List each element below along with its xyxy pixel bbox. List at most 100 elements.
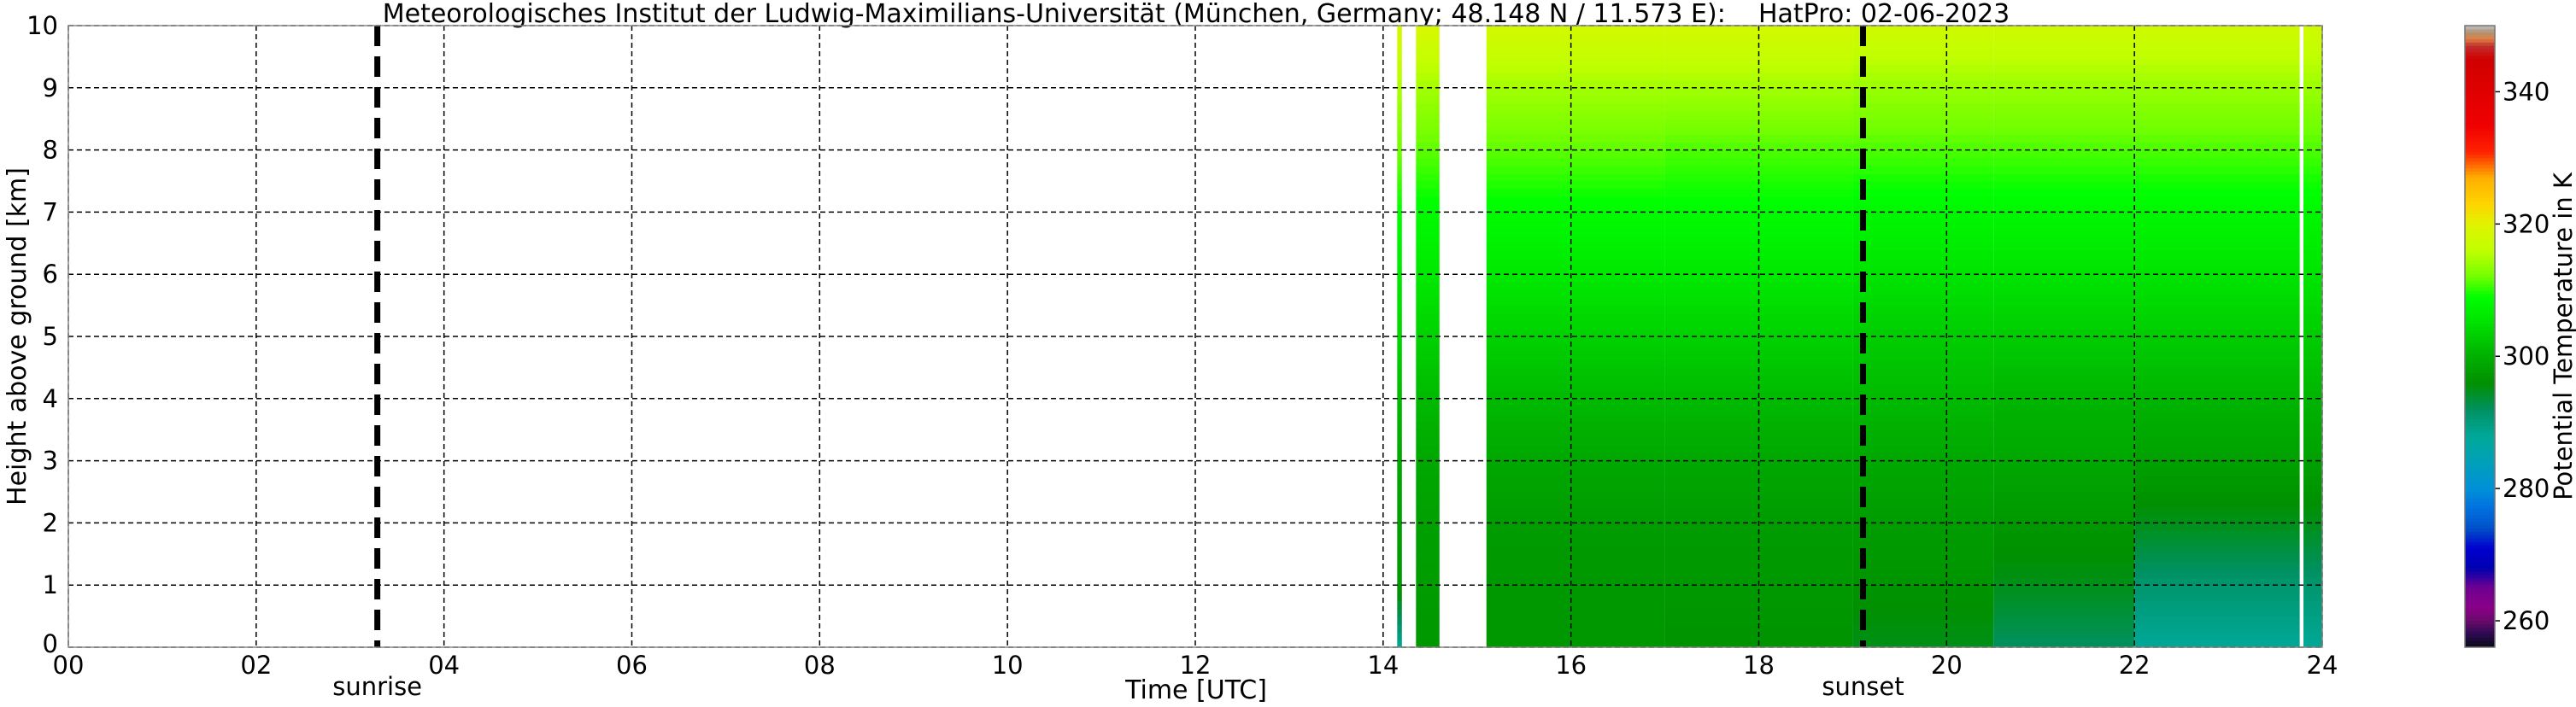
heatmap-cell: [1664, 507, 1853, 516]
colorbar-segment: [2465, 333, 2495, 337]
heatmap-cell: [1416, 41, 1440, 50]
colorbar-segment: [2465, 296, 2495, 301]
heatmap-cell: [1993, 196, 2135, 205]
heatmap-cell: [1993, 49, 2135, 57]
colorbar-segment: [2465, 435, 2495, 440]
heatmap-cell: [1486, 553, 1665, 563]
heatmap-cell: [1416, 429, 1440, 438]
heatmap-cell: [1416, 453, 1440, 462]
colorbar-segment: [2465, 121, 2495, 126]
heatmap-cell: [1993, 623, 2135, 633]
heatmap-cell: [1486, 383, 1665, 392]
heatmap-cell: [2134, 367, 2300, 377]
colorbar-segment: [2465, 577, 2495, 582]
heatmap-cell: [1397, 266, 1402, 275]
heatmap-cell: [2303, 352, 2322, 360]
heatmap-cell: [1416, 49, 1440, 57]
heatmap-cell: [2303, 530, 2322, 540]
colorbar-segment: [2465, 210, 2495, 215]
heatmap-cell: [1416, 639, 1440, 648]
y-tick-label: 1: [43, 570, 58, 599]
heatmap-cell: [2134, 600, 2300, 610]
heatmap-cell: [2303, 119, 2322, 127]
heatmap-cell: [1397, 134, 1402, 143]
heatmap-cell: [2303, 181, 2322, 190]
colorbar-segment: [2465, 85, 2495, 90]
heatmap-cell: [1486, 313, 1665, 322]
heatmap-cell: [2303, 33, 2322, 42]
y-tick-label: 3: [43, 447, 58, 476]
colorbar-tick-label: 280: [2503, 474, 2550, 503]
heatmap-cell: [1416, 313, 1440, 322]
heatmap-cell: [2303, 134, 2322, 143]
heatmap-cell: [1852, 375, 1994, 384]
heatmap-cell: [1993, 422, 2135, 430]
colorbar-segment: [2465, 406, 2495, 410]
heatmap-cell: [1852, 500, 1994, 508]
colorbar-segment: [2465, 237, 2495, 242]
heatmap-cell: [1416, 375, 1440, 384]
colorbar-tick-labels: 260 280 300 320 340: [2503, 77, 2550, 635]
heatmap-cell: [1993, 616, 2135, 625]
heatmap-cell: [1416, 305, 1440, 314]
heatmap-cell: [2303, 344, 2322, 353]
heatmap-cell: [1664, 87, 1853, 96]
heatmap-cell: [1416, 577, 1440, 586]
heatmap-cell: [1664, 266, 1853, 275]
heatmap-cell: [1416, 390, 1440, 400]
heatmap-cell: [2134, 398, 2300, 407]
heatmap-cell: [1397, 95, 1402, 104]
colorbar-segment: [2465, 250, 2495, 254]
heatmap-cell: [1416, 546, 1440, 555]
heatmap-cell: [1397, 282, 1402, 290]
colorbar-segment: [2465, 75, 2495, 79]
heatmap-cell: [1416, 553, 1440, 563]
heatmap-cell: [1397, 631, 1402, 640]
heatmap-cell: [1397, 639, 1402, 648]
heatmap-cell: [2303, 500, 2322, 508]
x-tick-label: 14: [1367, 651, 1399, 680]
colorbar-segment: [2465, 568, 2495, 572]
colorbar-segment: [2465, 88, 2495, 92]
heatmap-cell: [1852, 56, 1994, 66]
colorbar-segment: [2465, 108, 2495, 113]
heatmap-cell: [1993, 429, 2135, 438]
y-tick-label: 6: [43, 260, 58, 289]
heatmap-cell: [1416, 111, 1440, 120]
heatmap-cell: [2134, 639, 2300, 648]
colorbar-segment: [2465, 224, 2495, 228]
heatmap-cell: [1397, 227, 1402, 237]
heatmap-cell: [1993, 500, 2135, 508]
heatmap-cell: [1397, 212, 1402, 221]
heatmap-cell: [1397, 79, 1402, 89]
y-tick-label: 10: [26, 11, 58, 40]
heatmap-cell: [2134, 570, 2300, 578]
colorbar-segment: [2465, 310, 2495, 314]
colorbar-segment: [2465, 174, 2495, 178]
heatmap-cell: [1993, 328, 2135, 337]
heatmap-cell: [1397, 429, 1402, 438]
heatmap-cell: [1993, 492, 2135, 500]
heatmap-cell: [2134, 453, 2300, 462]
heatmap-cell: [1416, 336, 1440, 345]
heatmap-cell: [1486, 453, 1665, 462]
colorbar-segment: [2465, 125, 2495, 129]
heatmap-cell: [1852, 266, 1994, 275]
heatmap-cell: [1397, 320, 1402, 330]
heatmap-cell: [1416, 616, 1440, 625]
heatmap-cell: [2303, 492, 2322, 500]
heatmap-cell: [1852, 530, 1994, 540]
heatmap-cell: [1993, 266, 2135, 275]
heatmap-cell: [1397, 616, 1402, 625]
heatmap-cell: [1664, 422, 1853, 430]
colorbar-segment: [2465, 511, 2495, 516]
y-tick-label: 4: [43, 384, 58, 413]
heatmap-cell: [1416, 500, 1440, 508]
heatmap-cell: [2303, 483, 2322, 493]
heatmap-cell: [1486, 328, 1665, 337]
heatmap-cell: [1993, 483, 2135, 493]
colorbar-segment: [2465, 627, 2495, 632]
heatmap-cell: [1397, 172, 1402, 182]
colorbar-segment: [2465, 204, 2495, 208]
heatmap-cell: [2303, 227, 2322, 237]
